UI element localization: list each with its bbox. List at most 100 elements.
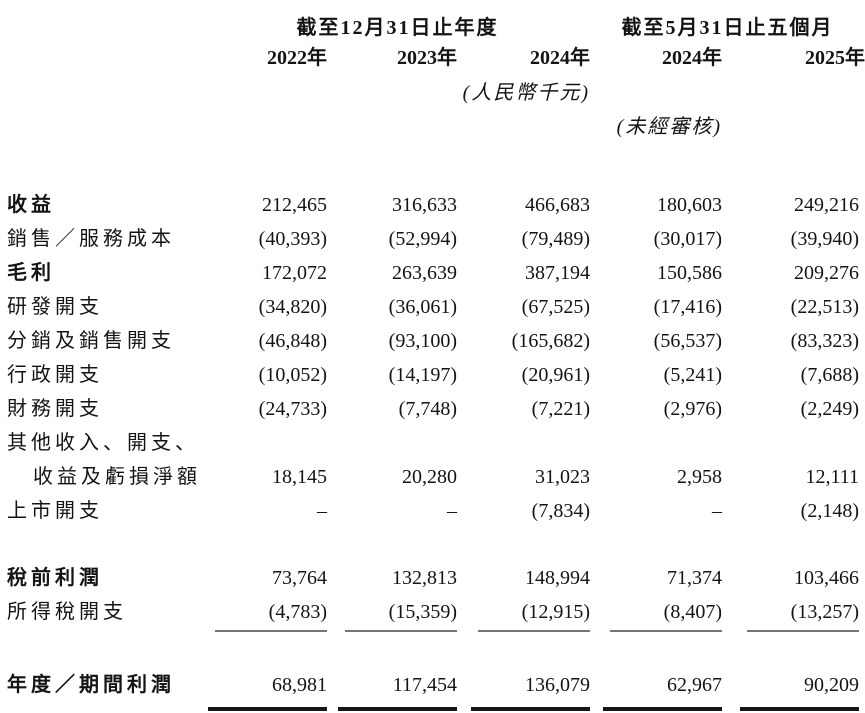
header-group-row: 截至12月31日止年度 截至5月31日止五個月 xyxy=(0,14,865,42)
currency-note-row: (人民幣千元) xyxy=(0,78,865,108)
cell-value xyxy=(327,426,457,460)
header-spacer xyxy=(0,42,205,74)
header-year-ended-dec31: 截至12月31日止年度 xyxy=(296,17,499,39)
cell-value: 387,194 xyxy=(525,262,590,284)
row-label: 上市開支 xyxy=(7,500,103,522)
cell-value: – xyxy=(712,500,722,522)
cell-value xyxy=(205,426,327,460)
header-year-2024: 2024年 xyxy=(530,47,590,69)
cell-value: (165,682) xyxy=(511,330,590,352)
cell-value: 117,454 xyxy=(327,668,457,713)
header-year-2023: 2023年 xyxy=(397,47,457,69)
header-five-months-ended-may31: 截至5月31日止五個月 xyxy=(621,17,834,39)
cell-value: 62,967 xyxy=(590,668,722,713)
cell-value xyxy=(722,426,865,460)
row-label: 收益 xyxy=(7,194,55,216)
table-row-other-income-line1: 其他收入、開支、 xyxy=(0,426,865,460)
row-label: 行政開支 xyxy=(7,364,103,386)
cell-value: 31,023 xyxy=(535,466,590,488)
cell-value: 466,683 xyxy=(525,194,590,216)
note-spacer xyxy=(327,112,457,142)
cell-value: 136,079 xyxy=(457,668,590,713)
table-row-revenue: 收益 212,465 316,633 466,683 180,603 249,2… xyxy=(0,188,865,222)
cell-value: 150,586 xyxy=(657,262,722,284)
table-row-income-tax-expense: 所得稅開支 (4,783) (15,359) (12,915) (8,407) … xyxy=(0,595,865,632)
cell-value: (40,393) xyxy=(258,228,327,250)
cell-value: (52,994) xyxy=(388,228,457,250)
cell-value: 90,209 xyxy=(722,668,865,713)
cell-value: 316,633 xyxy=(392,194,457,216)
note-spacer xyxy=(590,78,865,108)
cell-value: 172,072 xyxy=(262,262,327,284)
header-spacer xyxy=(0,14,205,42)
cell-value: (2,148) xyxy=(800,500,859,522)
cell-value: (20,961) xyxy=(521,364,590,386)
cell-value: (7,688) xyxy=(800,364,859,386)
row-label: 毛利 xyxy=(7,262,55,284)
cell-value: (13,257) xyxy=(722,595,865,632)
cell-value: 263,639 xyxy=(392,262,457,284)
note-spacer xyxy=(205,112,327,142)
cell-value: 132,813 xyxy=(392,567,457,589)
table-row-admin-expenses: 行政開支 (10,052) (14,197) (20,961) (5,241) … xyxy=(0,358,865,392)
cell-value: (83,323) xyxy=(790,330,859,352)
cell-value: (8,407) xyxy=(590,595,722,632)
cell-value: (93,100) xyxy=(388,330,457,352)
unaudited-note: (未經審核) xyxy=(616,116,722,138)
header-years-row: 2022年 2023年 2024年 2024年 2025年 xyxy=(0,42,865,74)
cell-value: (79,489) xyxy=(521,228,590,250)
cell-value: (17,416) xyxy=(653,296,722,318)
row-label: 收益及虧損淨額 xyxy=(33,466,201,488)
cell-value: (30,017) xyxy=(653,228,722,250)
cell-value: (14,197) xyxy=(388,364,457,386)
table-row-finance-costs: 財務開支 (24,733) (7,748) (7,221) (2,976) (2… xyxy=(0,392,865,426)
unaudited-note-row: (未經審核) xyxy=(0,112,865,142)
table-row-profit-for-period: 年度／期間利潤 68,981 117,454 136,079 62,967 90… xyxy=(0,668,865,713)
cell-value: 249,216 xyxy=(794,194,859,216)
note-spacer xyxy=(722,112,865,142)
cell-value: (22,513) xyxy=(790,296,859,318)
cell-value xyxy=(590,426,722,460)
cell-value: 209,276 xyxy=(794,262,859,284)
currency-unit-note: (人民幣千元) xyxy=(462,82,590,104)
cell-value: 71,374 xyxy=(667,567,722,589)
cell-value: 18,145 xyxy=(272,466,327,488)
cell-value: (2,976) xyxy=(663,398,722,420)
cell-value: (7,221) xyxy=(531,398,590,420)
cell-value: 148,994 xyxy=(525,567,590,589)
note-spacer xyxy=(457,112,590,142)
table-row-gross-profit: 毛利 172,072 263,639 387,194 150,586 209,2… xyxy=(0,256,865,290)
cell-value: (34,820) xyxy=(258,296,327,318)
note-spacer xyxy=(0,112,205,142)
table-row-rd-expenses: 研發開支 (34,820) (36,061) (67,525) (17,416)… xyxy=(0,290,865,324)
cell-value: (7,834) xyxy=(531,500,590,522)
row-label: 銷售／服務成本 xyxy=(7,228,175,250)
table-row-other-income-line2: 收益及虧損淨額 18,145 20,280 31,023 2,958 12,11… xyxy=(0,460,865,494)
cell-value: 212,465 xyxy=(262,194,327,216)
cell-value: 20,280 xyxy=(402,466,457,488)
table-row-cost-of-sales: 銷售／服務成本 (40,393) (52,994) (79,489) (30,0… xyxy=(0,222,865,256)
cell-value: 12,111 xyxy=(805,466,859,488)
cell-value: (2,249) xyxy=(800,398,859,420)
cell-value: (5,241) xyxy=(663,364,722,386)
cell-value: 180,603 xyxy=(657,194,722,216)
table-row-listing-expenses: 上市開支 – – (7,834) – (2,148) xyxy=(0,494,865,528)
row-label: 其他收入、開支、 xyxy=(7,432,199,454)
row-label: 稅前利潤 xyxy=(7,567,103,589)
cell-value: (56,537) xyxy=(653,330,722,352)
cell-value: – xyxy=(447,500,457,522)
cell-value xyxy=(457,426,590,460)
cell-value: 103,466 xyxy=(794,567,859,589)
cell-value: (4,783) xyxy=(205,595,327,632)
note-spacer xyxy=(0,78,205,108)
header-year-2022: 2022年 xyxy=(267,47,327,69)
cell-value: (10,052) xyxy=(258,364,327,386)
row-label: 財務開支 xyxy=(7,398,103,420)
row-label: 年度／期間利潤 xyxy=(7,674,175,696)
cell-value: 73,764 xyxy=(272,567,327,589)
table-row-distribution-selling-expenses: 分銷及銷售開支 (46,848) (93,100) (165,682) (56,… xyxy=(0,324,865,358)
cell-value: (39,940) xyxy=(790,228,859,250)
cell-value: (67,525) xyxy=(521,296,590,318)
cell-value: 2,958 xyxy=(677,466,722,488)
